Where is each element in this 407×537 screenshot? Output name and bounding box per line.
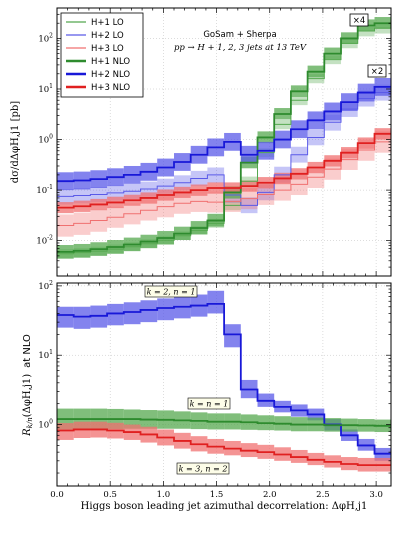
bottom-lines <box>57 302 392 467</box>
series-line-h-3-nlo <box>57 132 392 209</box>
ratio-label-k3n2: k = 3, n = 2 <box>176 462 230 475</box>
scale-x2-box <box>367 64 387 78</box>
chart-title-line2: pp → H + 1, 2, 3 jets at 13 TeV <box>174 43 307 53</box>
chart-title-line1: GoSam + Sherpa <box>203 30 276 40</box>
y-tick-base: 10 <box>38 85 49 95</box>
ratio-label-k1n1: k = n = 1 <box>187 397 231 410</box>
x-tick-label: 0.0 <box>50 490 64 500</box>
bottom-x-ticks: 0.0 0.5 1.0 1.5 2.0 2.5 3.0 <box>50 283 383 500</box>
top-lines <box>57 22 392 255</box>
legend-label-h2-nlo: H+2 NLO <box>91 70 130 80</box>
bottom-plot-border <box>56 282 392 487</box>
band-segment <box>73 306 91 329</box>
scale-x4-label: ×4 <box>353 16 366 26</box>
y-tick-base: 10 <box>36 186 47 196</box>
band-segment <box>357 26 375 37</box>
ratio-label-k1n1-box <box>187 397 231 410</box>
scale-x2-label: ×2 <box>371 67 384 77</box>
bottom-y-label-arg: (ΔφH,j1) <box>22 374 33 417</box>
top-y-axis-label: dσ/dΔφH,j1 [pb] <box>10 101 21 183</box>
legend-label-h1-nlo: H+1 NLO <box>91 57 130 67</box>
y-tick-label: 100 <box>38 134 53 146</box>
y-tick-base: 10 <box>38 351 49 361</box>
band-segment <box>57 423 74 440</box>
y-tick-exp: 2 <box>49 32 53 39</box>
ratio-label-k2n1-box <box>144 285 198 298</box>
x-tick-label: 1.5 <box>210 490 224 500</box>
bottom-y-label-suffix: at NLO <box>22 334 33 368</box>
y-tick-exp: 1 <box>49 83 53 90</box>
y-tick-exp: -2 <box>47 235 53 242</box>
series-line-h-2-lo <box>57 92 392 206</box>
x-tick-label: 2.0 <box>263 490 277 500</box>
band-segment <box>123 302 141 325</box>
y-tick-base: 10 <box>38 282 49 292</box>
ratio-label-k1n1-text: k = n = 1 <box>190 400 229 409</box>
y-tick-base: 10 <box>38 421 49 431</box>
band-segment <box>57 306 74 328</box>
y-tick-label: 101 <box>38 349 53 361</box>
legend: H+1 LO H+2 LO H+3 LO H+1 NLO H+2 NLO H+3… <box>60 12 144 98</box>
legend-box <box>60 12 144 98</box>
y-tick-label: 102 <box>38 280 53 292</box>
scale-x4-box <box>349 13 369 27</box>
legend-label-h1-lo: H+1 LO <box>91 18 124 28</box>
bottom-y-label-sub: k/n <box>26 417 34 429</box>
y-tick-exp: 2 <box>49 280 53 287</box>
series-line-h-1-nlo <box>57 22 392 253</box>
band-segment <box>107 303 124 326</box>
y-tick-base: 10 <box>38 136 49 146</box>
y-tick-label: 101 <box>38 83 53 95</box>
scale-x2-annotation: ×2 <box>367 64 387 78</box>
series-line-k-n-1 <box>57 418 392 427</box>
x-tick-label: 1.0 <box>157 490 171 500</box>
top-x-ticks <box>56 8 377 276</box>
series-line-h-2-nlo <box>57 86 392 183</box>
y-tick-exp: -1 <box>47 184 53 191</box>
y-tick-exp: 1 <box>49 349 53 356</box>
y-tick-exp: 0 <box>49 134 53 141</box>
y-tick-base: 10 <box>36 237 47 247</box>
y-tick-exp: 0 <box>49 419 53 426</box>
legend-label-h3-nlo: H+3 NLO <box>91 83 130 93</box>
y-tick-label: 100 <box>38 419 53 431</box>
legend-label-h2-lo: H+2 LO <box>91 31 124 41</box>
band-segment <box>157 298 175 321</box>
scale-x4-annotation: ×4 <box>349 13 369 27</box>
x-tick-label: 3.0 <box>369 490 383 500</box>
x-tick-label: 2.5 <box>316 490 330 500</box>
bottom-y-label-r: R <box>22 428 33 437</box>
band-segment <box>207 290 225 314</box>
ratio-label-k2n1-text: k = 2, n = 1 <box>147 288 196 297</box>
x-tick-label: 0.5 <box>103 490 117 500</box>
y-tick-label: 102 <box>38 32 53 44</box>
bottom-y-axis-label: Rk/n(ΔφH,j1) at NLO <box>22 334 34 437</box>
ratio-label-k2n1: k = 2, n = 1 <box>144 285 198 298</box>
x-axis-label: Higgs boson leading jet azimuthal decorr… <box>81 501 368 512</box>
y-tick-base: 10 <box>38 34 49 44</box>
y-tick-label: 10-2 <box>36 235 53 247</box>
ratio-label-k3n2-text: k = 3, n = 2 <box>179 465 228 474</box>
ratio-label-k3n2-box <box>176 462 230 475</box>
band-segment <box>140 300 158 323</box>
series-line-k-3-n-2 <box>57 428 392 467</box>
y-tick-label: 10-1 <box>36 184 53 196</box>
band-segment <box>224 324 241 348</box>
legend-label-h3-lo: H+3 LO <box>91 44 124 54</box>
